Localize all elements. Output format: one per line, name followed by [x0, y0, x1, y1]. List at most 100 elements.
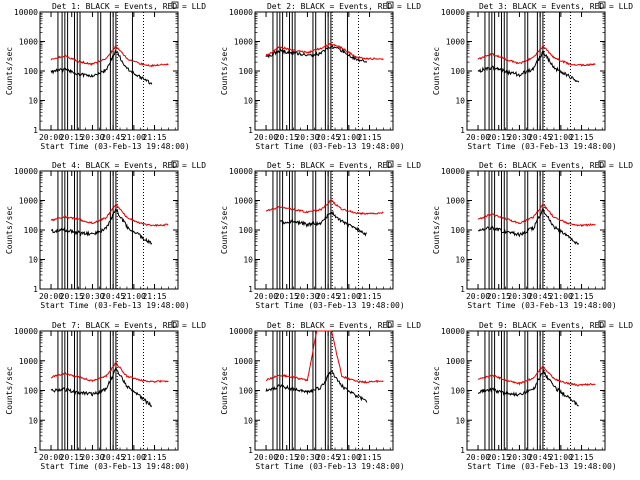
x-tick-label: 21:15: [142, 292, 166, 301]
y-tick-label: 1: [33, 285, 38, 294]
detector-panel-9: Det 9: BLACK = Events, RED = LLD 1 10 100 10…: [432, 320, 633, 471]
detector-panel-2: Det 2: BLACK = Events, RED = LLD 1 10 100 10…: [220, 1, 421, 151]
detector-panel-8: Det 8: BLACK = Events, RED = LLD 1 10 100 10…: [220, 320, 421, 471]
legend-box-icon: [171, 160, 179, 168]
x-tick-label: 20:30: [80, 292, 104, 301]
panel-title: Det 7: BLACK = Events, RED = LLD: [52, 321, 206, 330]
panel-title: Det 3: BLACK = Events, RED = LLD: [479, 2, 633, 11]
y-axis-label: Counts/sec: [220, 206, 229, 254]
x-tick-label: 21:00: [549, 133, 573, 142]
y-tick-label: 10: [243, 416, 253, 425]
y-tick-label: 100: [451, 67, 466, 76]
y-tick-label: 10: [28, 416, 38, 425]
lld-series-line: [265, 198, 384, 216]
y-tick-label: 1: [460, 285, 465, 294]
x-tick-label: 21:00: [122, 133, 146, 142]
y-tick-label: 1: [248, 285, 253, 294]
y-tick-label: 10: [455, 256, 465, 265]
x-tick-label: 20:15: [60, 133, 84, 142]
legend-box-icon: [171, 1, 179, 9]
x-tick-label: 20:45: [316, 133, 340, 142]
y-tick-label: 100: [24, 387, 39, 396]
detector-panel-4: Det 4: BLACK = Events, RED = LLD 1 10 100 10…: [5, 160, 206, 310]
plot-frame: [39, 11, 179, 131]
events-series-line: [50, 49, 153, 85]
y-tick-label: 10000: [229, 167, 253, 176]
events-series-line: [477, 207, 580, 245]
x-tick-label: 20:45: [528, 292, 552, 301]
legend-box-icon: [386, 320, 394, 328]
x-tick-label: 20:45: [101, 133, 125, 142]
legend-box-icon: [171, 320, 179, 328]
x-tick-label: 21:15: [142, 453, 166, 462]
x-tick-label: 21:00: [337, 453, 361, 462]
y-tick-label: 1000: [19, 357, 38, 366]
x-tick-label: 21:15: [357, 292, 381, 301]
detector-panel-3: Det 3: BLACK = Events, RED = LLD 1 10 100 10…: [432, 1, 633, 151]
legend-box-icon: [386, 160, 394, 168]
x-tick-label: 21:00: [122, 453, 146, 462]
x-tick-label: 20:15: [275, 133, 299, 142]
x-axis-label: Start Time (03-Feb-13 19:48:00): [467, 462, 616, 471]
x-tick-label: 21:15: [357, 133, 381, 142]
x-tick-label: 21:00: [549, 453, 573, 462]
x-tick-label: 20:15: [60, 453, 84, 462]
x-tick-label: 20:30: [507, 292, 531, 301]
plot-frame: [466, 170, 606, 290]
x-tick-label: 20:45: [528, 453, 552, 462]
panel-title: Det 4: BLACK = Events, RED = LLD: [52, 161, 206, 170]
lld-series-line: [50, 202, 169, 227]
legend-box-icon: [386, 1, 394, 9]
legend-box-icon: [598, 160, 606, 168]
panel-title: Det 1: BLACK = Events, RED = LLD: [52, 2, 206, 11]
plot-frame: [254, 170, 394, 290]
plot-frame: [254, 330, 394, 451]
y-tick-label: 10: [455, 416, 465, 425]
x-tick-label: 20:30: [295, 292, 319, 301]
plot-frame: [254, 11, 394, 131]
x-tick-label: 20:15: [487, 453, 511, 462]
x-tick-label: 20:45: [528, 133, 552, 142]
lld-series-line: [477, 44, 596, 67]
x-tick-label: 21:00: [122, 292, 146, 301]
y-tick-label: 1000: [19, 38, 38, 47]
y-tick-label: 10000: [14, 167, 38, 176]
x-tick-label: 20:00: [254, 453, 278, 462]
y-axis-label: Counts/sec: [220, 366, 229, 414]
y-tick-label: 100: [451, 387, 466, 396]
panel-title: Det 8: BLACK = Events, RED = LLD: [267, 321, 421, 330]
x-tick-label: 20:30: [80, 133, 104, 142]
x-axis-label: Start Time (03-Feb-13 19:48:00): [40, 142, 189, 151]
y-tick-label: 1000: [19, 197, 38, 206]
x-tick-label: 20:30: [295, 453, 319, 462]
x-tick-label: 20:30: [80, 453, 104, 462]
y-tick-label: 10: [243, 97, 253, 106]
x-tick-label: 20:00: [466, 453, 490, 462]
detector-panel-1: Det 1: BLACK = Events, RED = LLD 1 10 100 10…: [5, 1, 206, 151]
panel-title: Det 9: BLACK = Events, RED = LLD: [479, 321, 633, 330]
x-tick-label: 20:45: [316, 292, 340, 301]
x-tick-label: 20:15: [60, 292, 84, 301]
y-tick-label: 1: [248, 446, 253, 455]
x-tick-label: 20:15: [275, 453, 299, 462]
x-axis-label: Start Time (03-Feb-13 19:48:00): [467, 142, 616, 151]
y-tick-label: 10: [28, 97, 38, 106]
x-tick-label: 20:00: [39, 453, 63, 462]
y-tick-label: 10: [455, 97, 465, 106]
panel-title: Det 2: BLACK = Events, RED = LLD: [267, 2, 421, 11]
y-tick-label: 100: [239, 226, 254, 235]
plot-frame: [466, 11, 606, 131]
x-axis-label: Start Time (03-Feb-13 19:48:00): [255, 142, 404, 151]
x-tick-label: 21:15: [569, 453, 593, 462]
y-axis-label: Counts/sec: [432, 47, 441, 95]
detector-panel-7: Det 7: BLACK = Events, RED = LLD 1 10 100 10…: [5, 320, 206, 471]
y-tick-label: 100: [24, 226, 39, 235]
y-tick-label: 1000: [446, 38, 465, 47]
x-tick-label: 21:15: [357, 453, 381, 462]
x-tick-label: 20:45: [101, 292, 125, 301]
x-tick-label: 20:45: [316, 453, 340, 462]
y-tick-label: 10: [28, 256, 38, 265]
x-axis-label: Start Time (03-Feb-13 19:48:00): [40, 462, 189, 471]
detector-panel-6: Det 6: BLACK = Events, RED = LLD 1 10 100 10…: [432, 160, 633, 310]
x-axis-label: Start Time (03-Feb-13 19:48:00): [255, 462, 404, 471]
